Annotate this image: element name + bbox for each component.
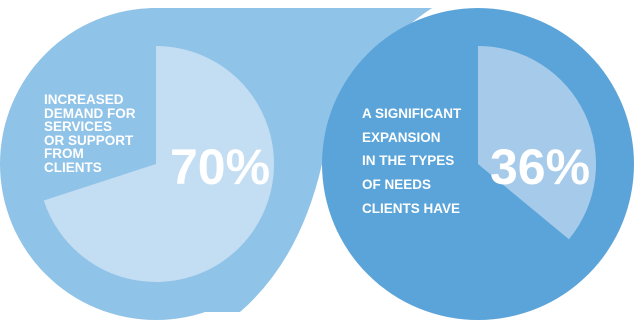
right-pie-label: A SIGNIFICANT EXPANSION IN THE TYPES OF … [362,102,461,220]
right-label-line: OF NEEDS [362,176,432,192]
right-label-line: CLIENTS HAVE [362,200,461,216]
right-pie-slice [478,45,597,240]
right-label-line: A SIGNIFICANT [362,106,462,121]
left-label-line: DEMAND FOR [44,105,136,121]
left-label-line: INCREASED [44,92,124,107]
left-label-line: FROM [44,146,84,161]
left-label-line: SERVICES [44,119,113,134]
left-pie-value: 70% [170,139,271,195]
right-pie-value: 36% [490,139,591,195]
left-pie-slice [43,46,275,282]
left-label-line: CLIENTS [44,159,102,175]
right-label-line: EXPANSION [362,129,441,145]
right-label-line: IN THE TYPES [362,153,455,169]
left-label-line: OR SUPPORT [44,132,134,148]
left-pie-label: INCREASED DEMAND FOR SERVICES OR SUPPORT… [44,93,136,174]
